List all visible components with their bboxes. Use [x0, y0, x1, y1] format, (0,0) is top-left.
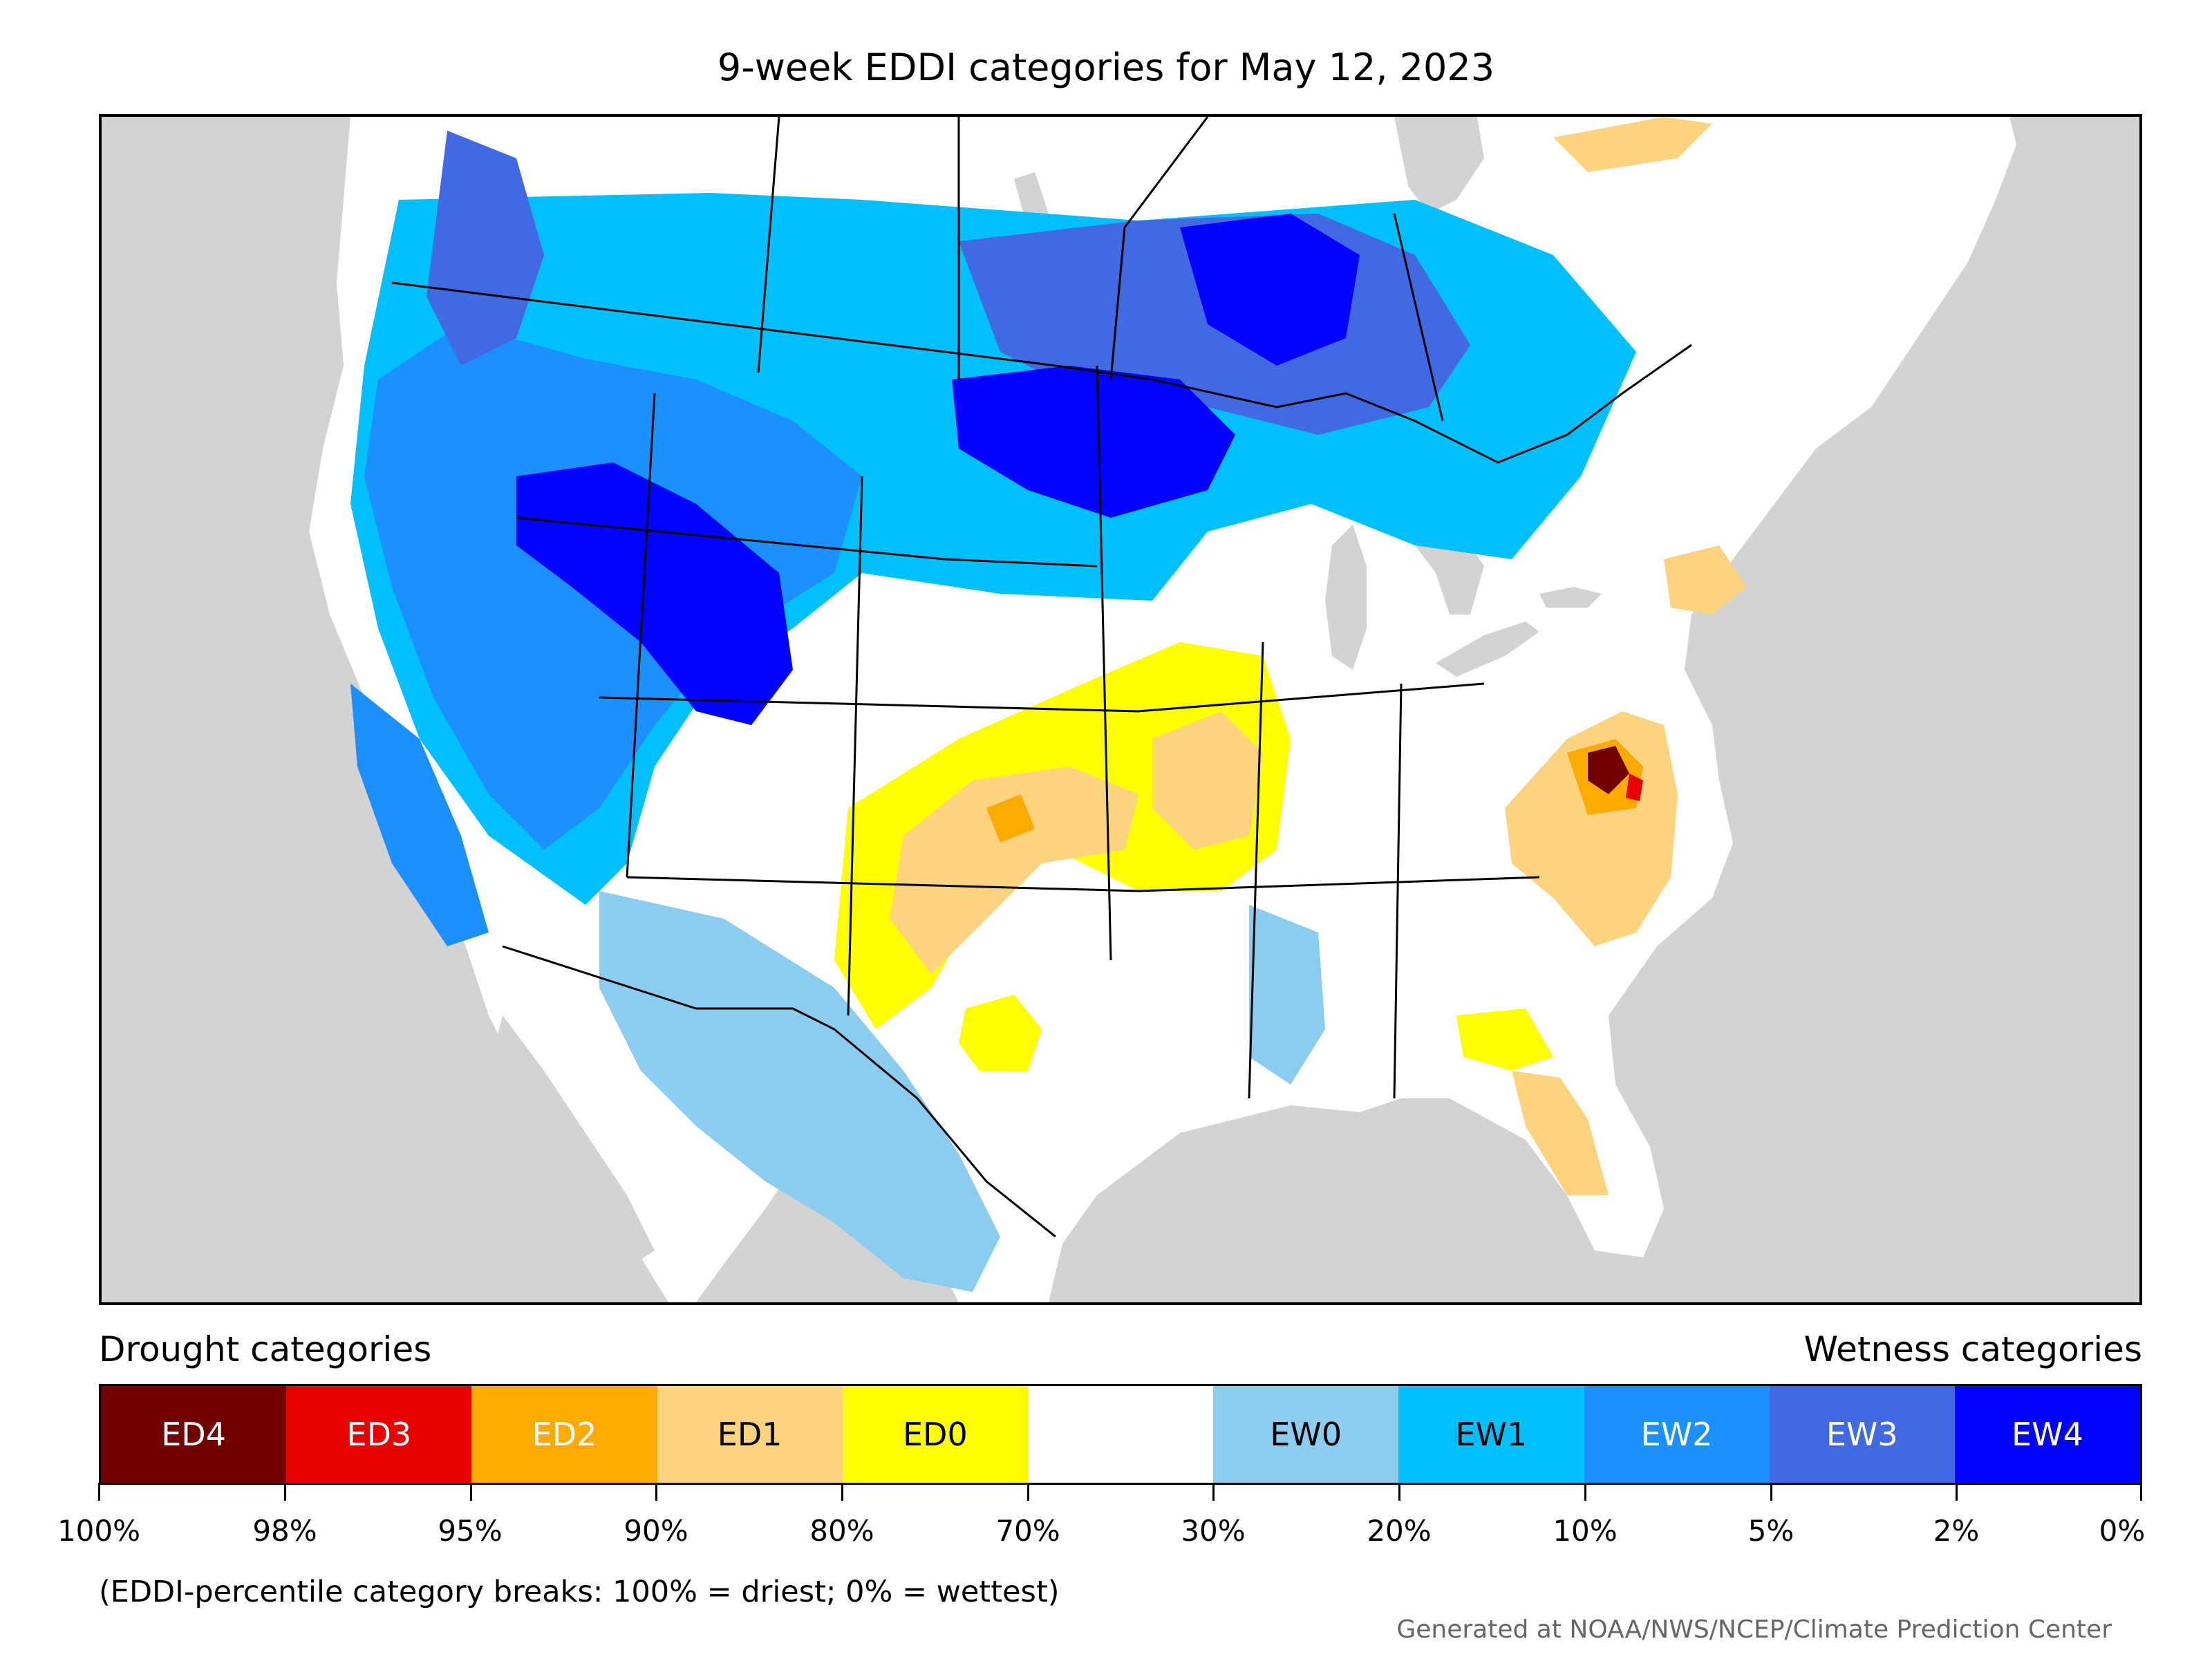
tick-mark — [283, 1483, 286, 1501]
state-line-2 — [847, 476, 863, 1016]
legend-label-ew2: EW2 — [1640, 1416, 1713, 1453]
field-ew2-pacnw-coast — [350, 684, 489, 946]
legend-cell-ew4: EW4 — [1954, 1386, 2141, 1483]
canada-line-4 — [1393, 213, 1444, 422]
legend-cell-ew0: EW0 — [1213, 1386, 1399, 1483]
field-ew4-dakotas — [952, 366, 1235, 518]
legend-cell-ed4: ED4 — [101, 1386, 287, 1483]
lake-ontario — [1539, 587, 1602, 608]
tick-label-30: 30% — [1181, 1514, 1246, 1548]
tick-label-98: 98% — [252, 1514, 317, 1548]
tick-label-80: 80% — [809, 1514, 874, 1548]
field-ew3-north — [427, 131, 544, 366]
legend-cell-ew1: EW1 — [1398, 1386, 1584, 1483]
state-line-7 — [599, 682, 1485, 713]
legend-cell-ed3: ED3 — [286, 1386, 472, 1483]
legend-cell-neutral — [1027, 1386, 1214, 1483]
legend-label-ew0: EW0 — [1270, 1416, 1342, 1453]
lake-michigan — [1325, 525, 1367, 670]
legend-cell-ew3: EW3 — [1769, 1386, 1955, 1483]
legend-cell-ed0: ED0 — [842, 1386, 1028, 1483]
credit-line: Generated at NOAA/NWS/NCEP/Climate Predi… — [1396, 1615, 2112, 1644]
tick-label-70: 70% — [995, 1514, 1060, 1548]
field-ed3-va — [1626, 774, 1643, 801]
tick-label-90: 90% — [624, 1514, 688, 1548]
map-panel[interactable] — [99, 114, 2142, 1305]
eddi-map — [102, 117, 2139, 1302]
wetness-categories-heading: Wetness categories — [1803, 1329, 2142, 1369]
state-line-3 — [1096, 365, 1112, 961]
legend-cell-ed2: ED2 — [471, 1386, 657, 1483]
legend-label-ed0: ED0 — [902, 1416, 968, 1453]
tick-mark — [469, 1483, 472, 1501]
field-ed1-ks-ok — [890, 767, 1138, 974]
us-canada-border — [391, 281, 1692, 464]
tick-label-2: 2% — [1933, 1514, 1980, 1548]
tick-label-5: 5% — [1747, 1514, 1794, 1548]
field-ed0-ga — [1456, 1009, 1553, 1071]
field-ed0-tx — [959, 995, 1042, 1071]
tick-mark — [1212, 1483, 1215, 1501]
tick-mark — [841, 1483, 843, 1501]
field-ed2-ks — [986, 794, 1035, 843]
canada-line-1 — [757, 117, 780, 373]
state-line-1 — [626, 393, 656, 878]
tick-label-20: 20% — [1367, 1514, 1432, 1548]
state-line-8 — [626, 876, 1540, 892]
canada-line-3 — [1109, 117, 1209, 380]
tick-mark — [2140, 1483, 2142, 1501]
legend-label-ew1: EW1 — [1455, 1416, 1528, 1453]
gulf-of-california — [496, 1015, 655, 1264]
tick-mark — [655, 1483, 658, 1501]
james-bay — [1394, 117, 1484, 214]
category-colorbar: ED4 ED3 ED2 ED1 ED0 EW0 EW1 EW2 EW3 EW4 — [99, 1384, 2142, 1485]
field-ed1-mo — [1152, 711, 1263, 850]
field-ed1-fl — [1512, 1071, 1609, 1195]
lake-erie — [1436, 621, 1539, 677]
tick-mark — [98, 1483, 100, 1501]
state-line-4 — [1248, 641, 1264, 1099]
legend-label-ew3: EW3 — [1826, 1416, 1898, 1453]
tick-label-100: 100% — [57, 1514, 141, 1548]
drought-categories-heading: Drought categories — [99, 1329, 432, 1369]
field-ed1-northeast — [1664, 545, 1747, 615]
legend-cell-ed1: ED1 — [657, 1386, 843, 1483]
field-ed1-ne-canada — [1553, 117, 1712, 172]
state-line-6 — [516, 516, 1098, 568]
legend-label-ed4: ED4 — [161, 1416, 226, 1453]
state-line-5 — [1393, 683, 1403, 1099]
us-mexico-border — [502, 945, 1056, 1238]
tick-mark — [1770, 1483, 1772, 1501]
tick-label-95: 95% — [438, 1514, 503, 1548]
tick-mark — [1027, 1483, 1029, 1501]
tick-mark — [1398, 1483, 1401, 1501]
eddi-category-fields — [350, 117, 1747, 1292]
field-ew0-sw — [599, 891, 1000, 1292]
tick-label-10: 10% — [1553, 1514, 1618, 1548]
boundaries — [391, 117, 1692, 1238]
field-ew0-ms — [1249, 905, 1325, 1085]
field-ew4-great-basin — [516, 462, 793, 725]
map-title: 9-week EDDI categories for May 12, 2023 — [717, 46, 1495, 89]
category-footnote: (EDDI-percentile category breaks: 100% =… — [99, 1575, 1060, 1609]
legend-label-ed1: ED1 — [717, 1416, 782, 1453]
legend-label-ed3: ED3 — [346, 1416, 412, 1453]
colorbar-ticks — [98, 1483, 2142, 1503]
legend-label-ed2: ED2 — [532, 1416, 597, 1453]
field-ew4-mb — [1180, 214, 1360, 366]
legend-label-ew4: EW4 — [2012, 1416, 2083, 1453]
tick-label-0: 0% — [2099, 1514, 2146, 1548]
tick-mark — [1956, 1483, 1958, 1501]
field-ed4-va — [1588, 746, 1629, 794]
legend-cell-ew2: EW2 — [1584, 1386, 1770, 1483]
tick-mark — [1584, 1483, 1586, 1501]
